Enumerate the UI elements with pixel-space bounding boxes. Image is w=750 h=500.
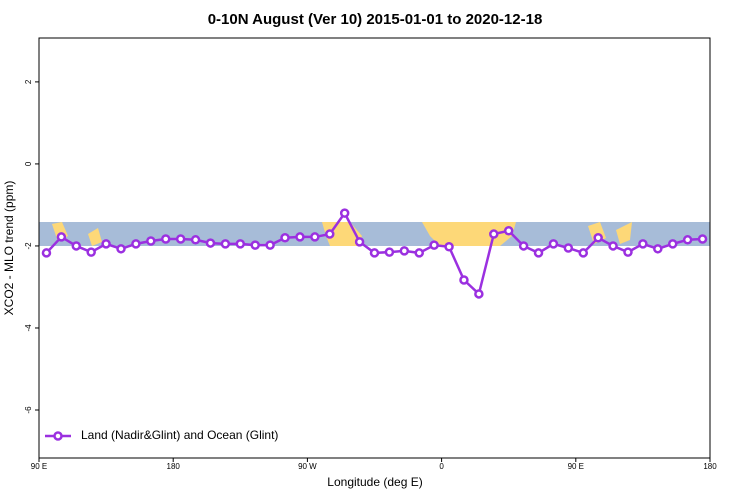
x-axis-label: Longitude (deg E) — [327, 475, 422, 489]
data-point — [131, 239, 141, 249]
data-point — [310, 232, 320, 242]
data-point — [160, 234, 171, 244]
data-point — [175, 234, 186, 244]
data-point — [623, 247, 633, 257]
data-point — [101, 239, 111, 249]
data-point — [71, 241, 82, 251]
x-tick-label: 90 W — [298, 462, 317, 471]
legend-marker — [53, 431, 63, 441]
x-tick-label: 180 — [167, 462, 181, 471]
data-point — [682, 235, 693, 245]
data-point — [548, 239, 559, 249]
y-tick-label: 2 — [24, 79, 33, 84]
data-point — [339, 208, 350, 218]
data-point — [235, 239, 246, 249]
x-tick-label: 0 — [439, 462, 444, 471]
data-point — [578, 248, 589, 258]
data-point — [608, 241, 618, 251]
data-point — [56, 232, 67, 242]
x-tick-label: 180 — [703, 462, 717, 471]
data-point — [399, 246, 410, 256]
data-point — [41, 248, 52, 258]
data-point — [593, 232, 603, 243]
y-tick-label: -6 — [24, 406, 33, 414]
x-tick-label: 90 E — [31, 462, 47, 471]
data-point — [638, 239, 648, 249]
plot-frame — [38, 37, 711, 459]
data-point — [250, 240, 260, 250]
data-point — [86, 247, 96, 257]
data-point — [354, 237, 365, 247]
data-point — [489, 229, 499, 239]
data-point — [533, 248, 544, 258]
data-point — [116, 244, 126, 254]
data-point — [369, 248, 380, 258]
data-point — [220, 239, 231, 249]
data-point — [265, 240, 275, 250]
data-point — [295, 232, 305, 242]
legend-label: Land (Nadir&Glint) and Ocean (Glint) — [81, 428, 278, 442]
chart-title: 0-10N August (Ver 10) 2015-01-01 to 2020… — [208, 11, 543, 28]
y-tick-label: 0 — [24, 161, 33, 166]
y-tick-label: -4 — [24, 324, 33, 332]
data-point — [280, 232, 290, 243]
data-point — [563, 243, 574, 253]
y-axis-label: XCO2 - MLO trend (ppm) — [2, 181, 16, 316]
data-point — [653, 244, 663, 254]
data-point — [429, 240, 439, 250]
data-point — [667, 239, 678, 249]
data-point — [384, 247, 395, 257]
x-tick-label: 90 E — [568, 462, 584, 471]
data-point — [474, 289, 484, 299]
data-point — [697, 234, 708, 244]
y-tick-label: -2 — [24, 242, 33, 250]
data-point — [146, 236, 156, 246]
data-point — [503, 226, 514, 236]
data-point — [444, 242, 454, 252]
data-point — [205, 238, 216, 248]
data-point — [325, 229, 335, 239]
data-point — [459, 275, 469, 285]
data-point — [518, 241, 529, 251]
data-point — [190, 235, 201, 245]
data-point — [414, 248, 424, 258]
